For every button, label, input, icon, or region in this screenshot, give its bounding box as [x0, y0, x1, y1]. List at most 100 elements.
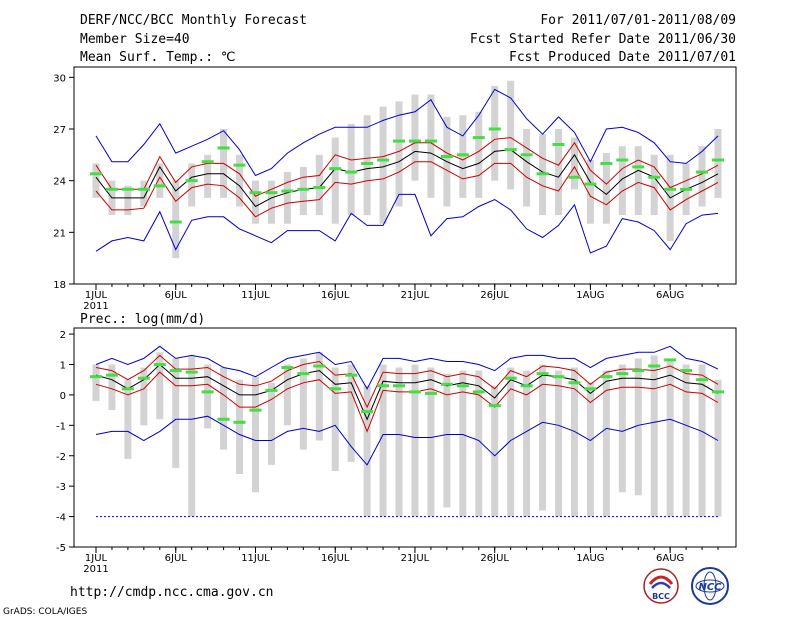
y-tick-label: 1 — [60, 361, 66, 372]
ensemble-box — [140, 180, 148, 207]
ensemble-box — [236, 379, 244, 474]
ensemble-box — [714, 129, 722, 198]
ensemble-box — [267, 180, 275, 224]
x-tick-year: 2011 — [83, 301, 108, 312]
median-marker — [393, 384, 406, 388]
median-marker — [456, 153, 469, 157]
median-marker — [472, 390, 485, 394]
ensemble-box — [347, 123, 355, 216]
x-tick-label: 21JUL — [401, 553, 430, 564]
median-marker — [233, 163, 246, 167]
y-tick-label: -4 — [56, 513, 66, 524]
median-marker — [249, 408, 262, 412]
x-tick-label: 21JUL — [401, 290, 430, 301]
ensemble-box — [459, 370, 467, 517]
median-marker — [345, 170, 358, 174]
ensemble-box — [315, 154, 323, 216]
median-marker — [121, 387, 134, 391]
ensemble-box — [666, 358, 674, 517]
y-tick-label: 0 — [60, 391, 66, 402]
stdev-lower-line — [95, 161, 719, 218]
median-marker — [488, 404, 501, 408]
x-tick-label: 16JUL — [321, 553, 350, 564]
median-marker — [137, 376, 150, 380]
median-marker — [408, 139, 421, 143]
x-tick-label: 6JUL — [165, 290, 188, 301]
ensemble-box — [140, 367, 148, 426]
ensemble-box — [379, 364, 387, 517]
ensemble-box — [331, 367, 339, 471]
ensemble-box — [523, 370, 531, 517]
ensemble-box — [172, 180, 180, 259]
median-marker — [153, 363, 166, 366]
y-tick-label: -1 — [56, 421, 66, 432]
median-marker — [393, 139, 406, 143]
x-tick-year: 2011 — [83, 564, 108, 575]
y-tick-label: 21 — [53, 228, 66, 239]
ensemble-box — [618, 146, 626, 216]
median-marker — [456, 384, 469, 388]
median-marker — [329, 167, 342, 171]
ensemble-box — [491, 85, 499, 181]
median-marker — [361, 161, 374, 165]
median-marker — [440, 155, 453, 159]
x-tick-label: 1AUG — [576, 290, 604, 301]
ensemble-box — [650, 355, 658, 517]
grads-credit: GrADS: COLA/IGES — [3, 607, 87, 617]
y-tick-label: 18 — [53, 280, 66, 291]
ensemble-box — [443, 373, 451, 508]
produced-date-label: Fcst Produced Date 2011/07/01 — [509, 50, 736, 65]
ensemble-box — [92, 163, 100, 198]
median-marker — [201, 390, 214, 394]
ensemble-box — [682, 364, 690, 517]
median-marker — [169, 369, 182, 373]
median-marker — [568, 381, 581, 385]
median-marker — [281, 189, 294, 193]
ensemble-box — [251, 180, 259, 224]
median-marker — [504, 148, 517, 152]
ensemble-box — [395, 367, 403, 517]
min-line — [95, 415, 719, 466]
median-marker — [281, 366, 294, 370]
median-marker — [201, 160, 214, 164]
ensemble-box — [634, 146, 642, 216]
ensemble-box — [523, 129, 531, 207]
median-marker — [424, 391, 437, 395]
median-marker — [648, 364, 661, 368]
max-line — [95, 345, 719, 390]
median-marker — [568, 175, 581, 179]
median-marker — [680, 187, 693, 191]
source-url[interactable]: http://cmdp.ncc.cma.gov.cn — [70, 585, 274, 600]
y-tick-label: -5 — [56, 543, 66, 554]
ensemble-box — [427, 367, 435, 517]
y-tick-label: 27 — [53, 125, 66, 136]
x-tick-label: 1JUL — [85, 553, 108, 564]
median-marker — [377, 158, 390, 162]
x-tick-label: 6AUG — [656, 290, 684, 301]
median-marker — [408, 390, 421, 394]
ensemble-box — [124, 185, 132, 216]
chart-title: DERF/NCC/BCC Monthly Forecast — [80, 13, 307, 28]
median-marker — [696, 378, 709, 382]
median-marker — [265, 191, 278, 195]
median-marker — [712, 158, 724, 162]
median-marker — [297, 187, 310, 191]
y-tick-label: 24 — [53, 177, 66, 188]
median-marker — [297, 372, 310, 376]
ensemble-box — [570, 137, 578, 190]
x-tick-label: 6AUG — [656, 553, 684, 564]
ensemble-box — [427, 94, 435, 198]
median-marker — [696, 170, 709, 174]
median-marker — [377, 384, 390, 388]
median-marker — [440, 382, 453, 386]
ensemble-box — [156, 352, 164, 420]
median-marker — [648, 175, 661, 179]
mean-line — [95, 363, 719, 421]
median-marker — [488, 127, 501, 131]
median-marker — [664, 187, 677, 191]
median-marker — [520, 384, 533, 388]
median-marker — [600, 375, 613, 379]
